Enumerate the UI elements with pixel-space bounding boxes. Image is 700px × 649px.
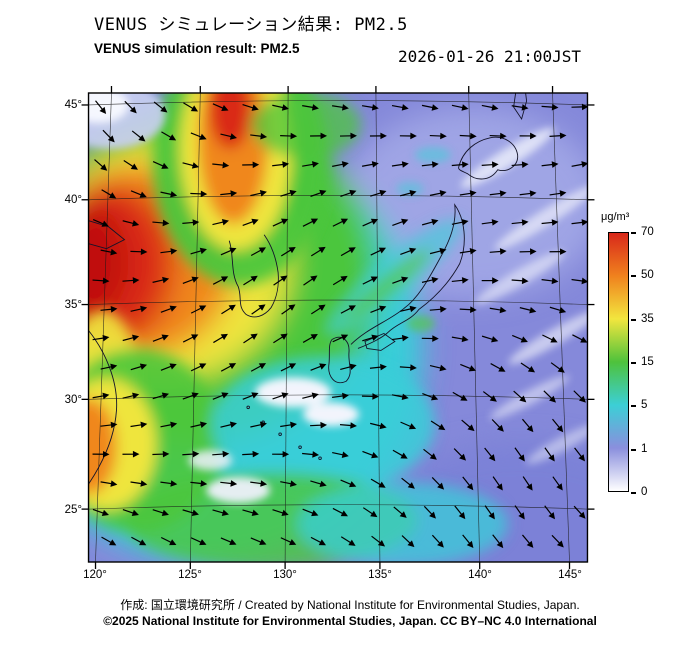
lon-label-140: 140° [468,569,492,581]
timestamp: 2026-01-26 21:00JST [398,47,582,66]
colorbar-tick-5: 5 [641,399,648,411]
map-canvas [81,86,595,569]
lon-label-125: 125° [178,569,202,581]
credit-line: 作成: 国立環境研究所 / Created by National Instit… [120,598,580,612]
license-line: ©2025 National Institute for Environment… [103,614,597,628]
lat-label-40: 40° [64,194,82,206]
lat-label-35: 35° [64,299,82,311]
axis-tick-marks [81,86,595,569]
lat-label-30: 30° [64,394,82,406]
lat-label-45: 45° [64,99,82,111]
map-frame [87,92,589,563]
page-title-english: VENUS simulation result: PM2.5 [94,41,300,56]
wind-vector-arrows [92,100,588,549]
colorbar-tick-35: 35 [641,313,654,325]
lon-label-120: 120° [83,569,107,581]
colorbar-tickmark [631,449,636,451]
colorbar-tickmark [631,362,636,364]
colorbar-tick-0: 0 [641,486,648,498]
colorbar-tick-1: 1 [641,443,648,455]
colorbar-tickmark [631,405,636,407]
colorbar-tickmark [631,275,636,277]
colorbar-tickmark [631,232,636,234]
colorbar-unit-label: μg/m³ [601,211,630,223]
colorbar-tick-70: 70 [641,226,654,238]
page-title-japanese: VENUS シミュレーション結果: PM2.5 [94,15,408,35]
colorbar-tickmark [631,319,636,321]
colorbar-tickmark [631,492,636,494]
colorbar-gradient [608,232,629,492]
colorbar-legend: μg/m³ 70 50 35 15 5 1 0 [600,206,700,516]
lon-label-130: 130° [273,569,297,581]
pm25-concentration-field [88,93,588,562]
lon-label-145: 145° [558,569,582,581]
lat-label-25: 25° [64,504,82,516]
coastlines [88,93,528,485]
colorbar-tick-50: 50 [641,269,654,281]
colorbar-tick-15: 15 [641,356,654,368]
lon-label-135: 135° [368,569,392,581]
map-panel: 45° 40° 35° 30° 25° 120° 125° 130° 135° … [65,86,595,581]
graticule-grid [88,93,588,562]
